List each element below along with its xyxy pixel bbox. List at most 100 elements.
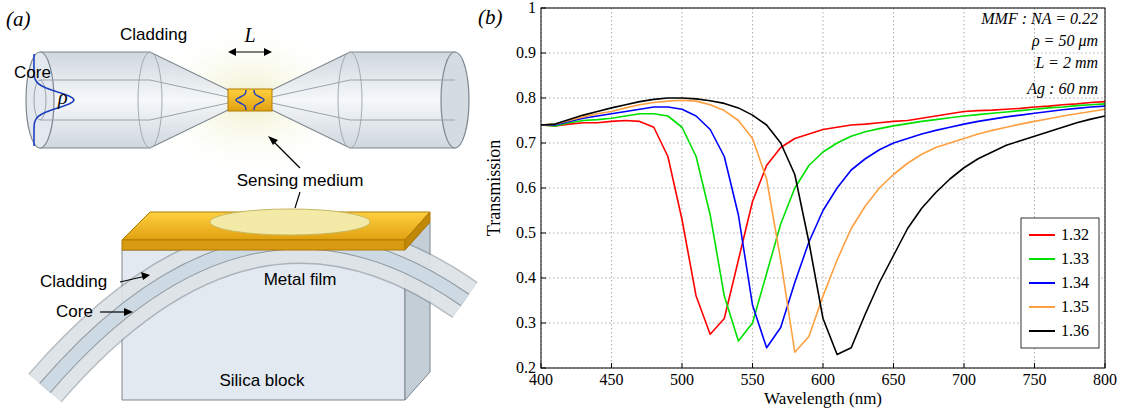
tick-label: 0.7 [516, 134, 536, 151]
tick-label: 700 [952, 371, 976, 388]
pointer-arrow [120, 276, 146, 282]
fiber-end [441, 52, 469, 148]
diagram-label: Core [14, 63, 51, 82]
droplet [210, 209, 370, 235]
legend-label: 1.34 [1061, 274, 1089, 291]
diagram-label: ρ [57, 86, 68, 109]
legend-swatch [1029, 306, 1055, 308]
tick [1105, 363, 1106, 368]
tick-label: 0.5 [516, 224, 536, 241]
tick-label: 550 [741, 371, 765, 388]
tick [964, 363, 965, 368]
tick [541, 53, 546, 54]
series-line [541, 104, 1105, 341]
legend-swatch [1029, 282, 1055, 284]
metal-film-front [122, 240, 405, 250]
tick-label: 0.2 [516, 359, 536, 376]
legend: 1.321.331.341.351.36 [1021, 218, 1099, 348]
tick [541, 368, 546, 369]
tick [1034, 363, 1035, 368]
plot-frame [541, 8, 1105, 368]
pointer-arrow [295, 192, 300, 208]
pointer-arrow [272, 140, 300, 168]
core-end [34, 80, 46, 120]
grid-line [541, 53, 1105, 54]
metal-film-side [405, 212, 430, 250]
fiber-cladding-edge [45, 242, 465, 388]
series-line [541, 98, 1105, 355]
diagram-label: Metal film [264, 270, 337, 289]
grid-line [541, 188, 1105, 189]
annotation: ρ = 50 μm [1031, 32, 1098, 50]
grid-line [611, 8, 612, 368]
mode-profile [254, 90, 264, 110]
tick-label: 450 [600, 371, 624, 388]
tick-label: 600 [811, 371, 835, 388]
grid-line [541, 98, 1105, 99]
annotation: MMF : NA = 0.22 [980, 10, 1098, 27]
pointer-arrow [100, 311, 128, 312]
tick-label: 0.6 [516, 179, 536, 196]
tick-label: 500 [670, 371, 694, 388]
series-line [541, 106, 1105, 348]
tick-label: 0.9 [516, 44, 536, 61]
axis-title: Wavelength (nm) [764, 389, 882, 408]
legend-box [1021, 218, 1099, 348]
tick [541, 363, 542, 368]
figure: (a)CladdingCoreρLSensing mediumCladdingC… [0, 0, 1131, 412]
tick-label: 0.8 [516, 89, 536, 106]
arrowhead [268, 136, 278, 145]
legend-label: 1.33 [1061, 250, 1089, 267]
grid-line [541, 143, 1105, 144]
arrowhead [141, 272, 150, 280]
tick-label: 0.3 [516, 314, 536, 331]
diagram-label: Silica block [219, 371, 305, 390]
tick-label: 800 [1093, 371, 1117, 388]
mode-profile [236, 90, 246, 110]
gold-coating [228, 89, 272, 111]
diagram-label: L [243, 24, 255, 46]
fiber-core-edge [45, 242, 465, 388]
legend-swatch [1029, 258, 1055, 260]
tick [541, 98, 546, 99]
legend-swatch [1029, 234, 1055, 236]
grid-line [541, 233, 1105, 234]
legend-label: 1.35 [1061, 298, 1089, 315]
diagram-label: Cladding [120, 25, 187, 44]
diagram-label: Core [56, 302, 93, 321]
annotation: L = 2 mm [1034, 54, 1098, 71]
tick [611, 363, 612, 368]
tick [541, 278, 546, 279]
tick [682, 363, 683, 368]
tick-label: 650 [882, 371, 906, 388]
diagram-label: Cladding [40, 272, 107, 291]
fiber-core [40, 80, 455, 120]
tick-label: 750 [1023, 371, 1047, 388]
tick-label: 1 [528, 0, 536, 16]
tick [541, 8, 546, 9]
fiber-taper [40, 52, 455, 148]
diagram-label: Sensing medium [237, 171, 364, 190]
grid-line [752, 8, 753, 368]
axis-title: Transmission [484, 140, 504, 236]
fiber-seam [138, 52, 162, 148]
arrowhead [228, 48, 272, 56]
fiber-core [45, 242, 465, 388]
annotation: Ag : 60 nm [1026, 80, 1098, 98]
panel-label: (b) [478, 5, 503, 29]
panel-label: (a) [6, 7, 31, 31]
fiber-seam [338, 52, 362, 148]
diagram: (a)CladdingCoreρLSensing mediumCladdingC… [6, 7, 469, 400]
grid-line [964, 8, 965, 368]
series-group [541, 98, 1105, 355]
grid-line [541, 278, 1105, 279]
tick [893, 363, 894, 368]
legend-label: 1.36 [1061, 322, 1089, 339]
tick-label: 0.4 [516, 269, 536, 286]
chart: (b)4004505005506006507007508000.20.30.40… [478, 0, 1117, 408]
legend-swatch [1029, 330, 1055, 332]
series-line [541, 102, 1105, 335]
tick [541, 188, 546, 189]
tick [541, 143, 546, 144]
tick [823, 363, 824, 368]
